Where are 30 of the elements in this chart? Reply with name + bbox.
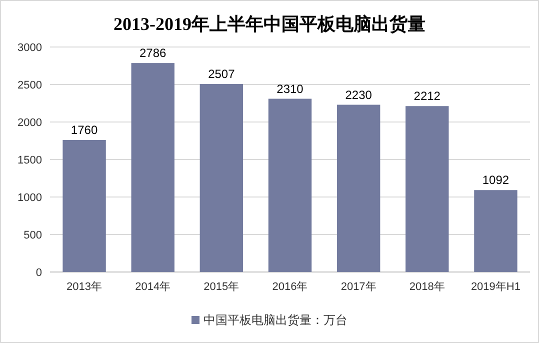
x-tick-label: 2018年 xyxy=(409,281,445,293)
x-tick-label: 2016年 xyxy=(272,281,308,293)
bar xyxy=(268,98,312,272)
bar xyxy=(474,190,518,272)
x-tick-label: 2017年 xyxy=(340,281,376,293)
x-tick-label: 2014年 xyxy=(135,281,171,293)
y-tick-label: 0 xyxy=(36,267,42,279)
data-label: 2507 xyxy=(208,66,236,81)
bar xyxy=(406,106,449,272)
chart-title: 2013-2019年上半年中国平板电脑出货量 xyxy=(114,14,426,34)
data-label: 2230 xyxy=(345,88,372,102)
data-label: 2310 xyxy=(276,82,304,96)
y-tick-label: 2500 xyxy=(18,80,42,92)
bar xyxy=(62,140,106,272)
x-tick-label: 2019年H1 xyxy=(470,281,520,293)
y-tick-label: 2000 xyxy=(18,117,42,129)
data-label: 1760 xyxy=(70,123,98,137)
data-label: 1092 xyxy=(482,173,510,188)
y-tick-label: 3000 xyxy=(18,42,42,54)
data-label: 2786 xyxy=(140,46,167,60)
y-tick-label: 1000 xyxy=(18,192,42,204)
y-tick-label: 1500 xyxy=(18,154,42,166)
legend-label: 中国平板电脑出货量：万台 xyxy=(204,313,348,327)
bar xyxy=(336,104,380,272)
y-tick-label: 500 xyxy=(24,230,42,242)
x-tick-label: 2015年 xyxy=(204,281,240,293)
data-label: 2212 xyxy=(414,89,441,104)
bar xyxy=(131,63,174,272)
bar xyxy=(200,84,244,272)
x-tick-label: 2013年 xyxy=(66,281,102,293)
